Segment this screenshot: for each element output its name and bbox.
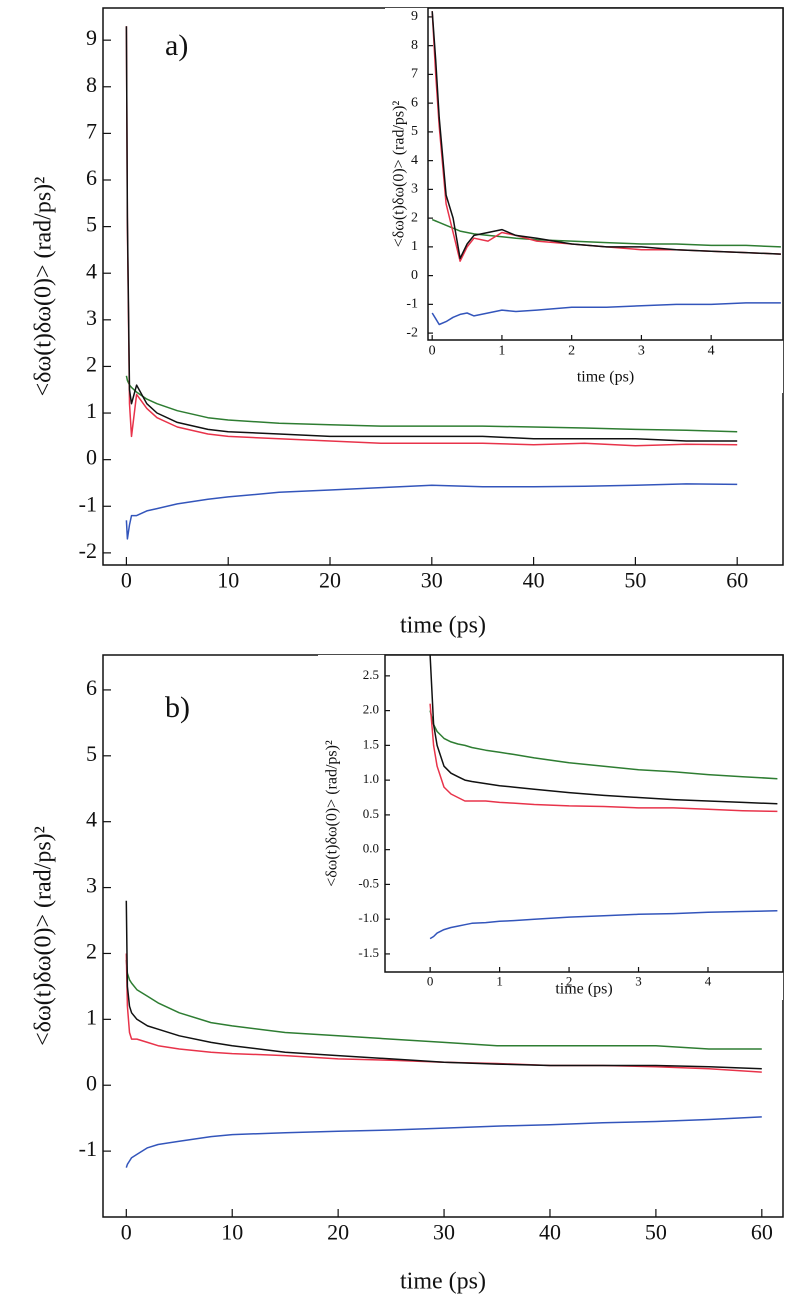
y-axis-label: <δω(t)δω(0)> (rad/ps)² [324,740,341,887]
y-tick-label: -1 [406,297,418,312]
x-axis-label: time (ps) [400,613,486,639]
y-tick-label: -1 [79,1136,97,1161]
x-tick-label: 50 [624,568,646,593]
x-tick-label: 2 [566,973,573,988]
y-tick-label: -1 [79,491,97,516]
x-axis-label: time (ps) [400,1269,486,1295]
y-tick-label: 9 [86,25,97,50]
inset-background [385,8,783,393]
y-tick-label: 1.0 [363,771,379,786]
plot-frame [427,7,784,341]
x-tick-label: 4 [705,973,712,988]
data-line [125,1116,762,1168]
y-tick-label: 3 [411,182,418,197]
y-tick-label: 2 [86,351,97,376]
data-line [431,11,781,260]
y-tick-label: 5 [86,741,97,766]
y-tick-label: 1.5 [363,736,379,751]
x-tick-label: 40 [523,568,545,593]
y-tick-label: 0 [86,1070,97,1095]
data-line [125,26,738,442]
y-tick-label: -2 [406,325,418,340]
data-line [125,26,738,447]
y-tick-label: 0 [411,268,418,283]
panel-label: a) [165,29,188,62]
x-tick-label: 2 [568,343,575,358]
data-line [125,483,738,540]
y-axis-label: <δω(t)δω(0)> (rad/ps)² [391,101,408,248]
x-tick-label: 1 [498,343,505,358]
y-tick-label: 9 [411,9,418,24]
y-tick-label: 4 [86,807,97,832]
data-line [431,302,781,326]
y-tick-label: 1 [86,1004,97,1029]
y-tick-label: 2.5 [363,667,379,682]
x-tick-label: 3 [635,973,642,988]
x-tick-label: 50 [645,1220,667,1245]
data-line [429,654,778,805]
data-line [125,900,762,1070]
x-tick-label: 0 [121,1220,132,1245]
x-tick-label: 40 [539,1220,561,1245]
data-line [125,375,738,433]
x-tick-label: 0 [429,343,436,358]
y-tick-label: -0.5 [358,875,379,890]
y-tick-label: 0.0 [363,841,379,856]
y-tick-label: 2 [411,210,418,225]
x-axis-label: time (ps) [577,369,634,386]
y-tick-label: 5 [86,212,97,237]
y-tick-label: -2 [79,538,97,563]
y-tick-label: 0 [86,445,97,470]
y-tick-label: 7 [411,67,418,82]
y-tick-label: 6 [86,165,97,190]
x-tick-label: 10 [217,568,239,593]
y-tick-label: 8 [411,38,418,53]
y-tick-label: 0.5 [363,806,379,821]
y-tick-label: 3 [86,873,97,898]
y-tick-label: -1.5 [358,945,379,960]
y-tick-label: 6 [411,95,418,110]
y-axis-label: <δω(t)δω(0)> (rad/ps)² [31,177,57,397]
x-tick-label: 10 [221,1220,243,1245]
panel: 0 1 2 3 4 -2 -1 0 1 2 3 4 5 6 7 8 9 time (ps) <δω(t)δω(0)>… [385,7,784,393]
data-line [431,218,781,248]
inset-background [318,655,783,1000]
y-tick-label: -1.0 [358,910,379,925]
y-tick-label: 3 [86,305,97,330]
x-tick-label: 0 [121,568,132,593]
y-tick-label: 4 [411,153,418,168]
y-axis-label: <δω(t)δω(0)> (rad/ps)² [31,826,57,1046]
y-tick-label: 7 [86,118,97,143]
y-tick-label: 1 [86,398,97,423]
x-tick-label: 1 [496,973,503,988]
y-tick-label: 5 [411,124,418,139]
x-tick-label: 4 [708,343,715,358]
data-line [429,710,778,780]
x-tick-label: 30 [421,568,443,593]
data-line [429,910,778,940]
x-tick-label: 20 [327,1220,349,1245]
y-tick-label: 2 [86,939,97,964]
x-tick-label: 60 [751,1220,773,1245]
data-line [429,703,778,813]
x-tick-label: 3 [638,343,645,358]
y-tick-label: 2.0 [363,702,379,717]
panel-label: b) [165,691,190,724]
y-tick-label: 6 [86,675,97,700]
y-tick-label: 1 [411,239,418,254]
y-tick-label: 8 [86,72,97,97]
x-tick-label: 30 [433,1220,455,1245]
y-tick-label: 4 [86,258,97,283]
x-tick-label: 0 [427,973,434,988]
x-axis-label: time (ps) [555,981,612,998]
x-tick-label: 60 [726,568,748,593]
x-tick-label: 20 [319,568,341,593]
panel: 0 1 2 3 4 -1.5 -1.0 -0.5 0.0 0.5 1.0 1.5 2.0 2.5 time … [318,654,784,1000]
plot-frame [384,654,784,973]
data-line [125,959,762,1050]
